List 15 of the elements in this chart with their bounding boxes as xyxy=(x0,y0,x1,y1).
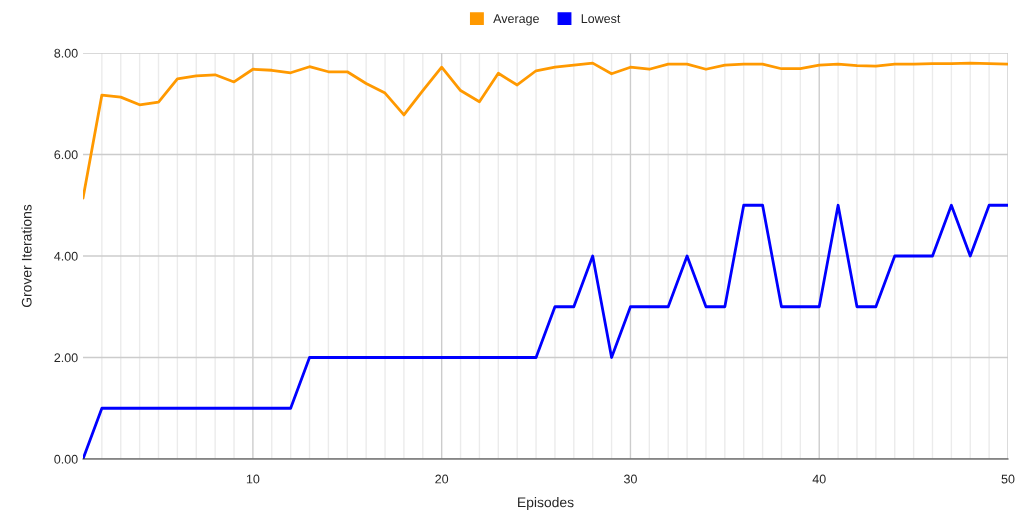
legend-label: Average xyxy=(493,14,539,26)
x-tick-label: 10 xyxy=(246,474,260,484)
y-tick-label: 8.00 xyxy=(54,48,78,58)
y-tick-label: 2.00 xyxy=(54,353,78,363)
legend-label: Lowest xyxy=(581,14,621,24)
y-tick-label: 6.00 xyxy=(54,150,78,160)
y-tick-label: 4.00 xyxy=(54,251,78,261)
line-series xyxy=(83,61,1008,200)
x-tick-label: 30 xyxy=(623,474,637,484)
y-axis-title: Grover Iterations xyxy=(21,204,32,308)
y-tick-label: 0.00 xyxy=(54,454,78,464)
x-tick-label: 40 xyxy=(812,474,826,484)
x-tick-label: 20 xyxy=(435,474,449,484)
x-axis-title: Episodes xyxy=(518,497,574,510)
x-tick-label: 50 xyxy=(1001,474,1015,484)
